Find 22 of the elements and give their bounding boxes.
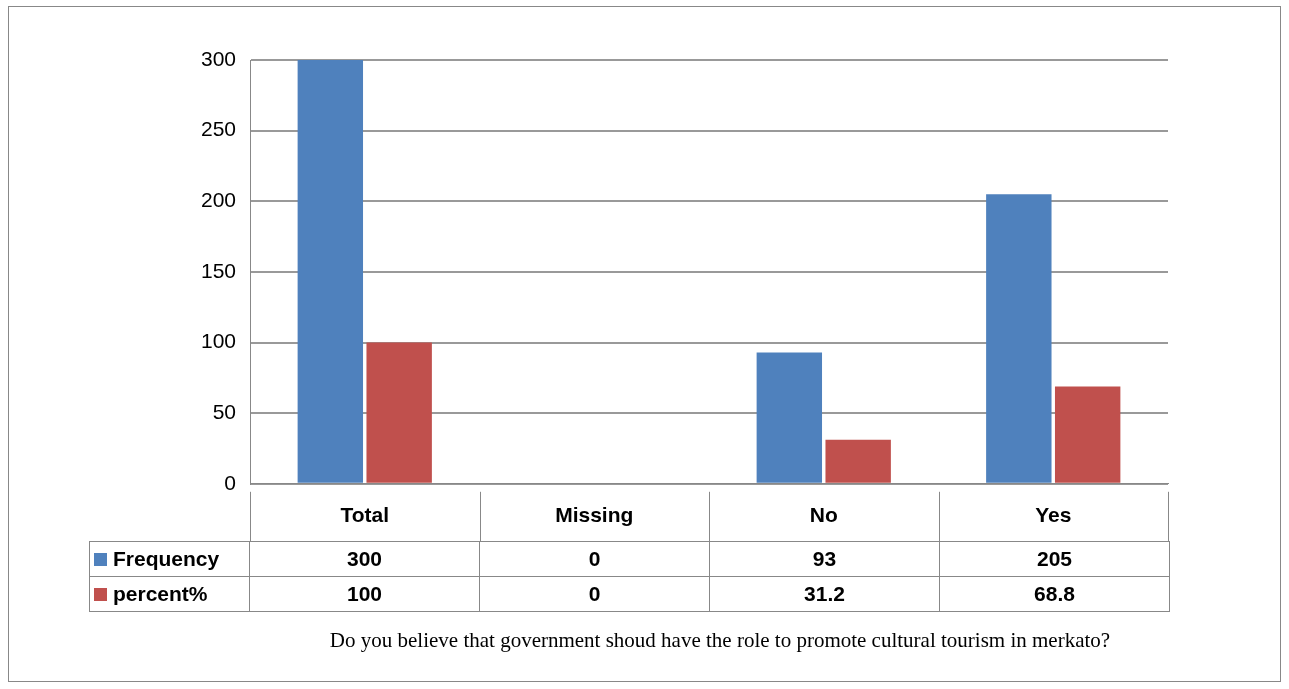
data-label: 0: [479, 576, 710, 612]
x-tick-label: No: [809, 503, 838, 527]
x-tick-label: Yes: [1035, 503, 1072, 527]
x-tick-label: Missing: [555, 503, 634, 527]
x-tick-label: Total: [340, 503, 390, 527]
text: Do you believe that government shoud have the role to promote cultural tourism in merkato?: [328, 628, 1112, 653]
data-label: 100: [249, 576, 480, 612]
y-tick-label: 300: [200, 46, 236, 70]
data-label: 300: [249, 541, 480, 577]
y-tick-label: 150: [200, 258, 236, 282]
data-label: 205: [939, 541, 1170, 577]
legend-label: percent%: [89, 576, 250, 612]
data-label: 0: [479, 541, 710, 577]
data-label: 31.2: [709, 576, 940, 612]
y-tick-label: 100: [200, 329, 236, 353]
y-tick-label: 50: [212, 399, 236, 423]
y-tick-label: 0: [224, 470, 236, 494]
y-tick-label: 250: [200, 117, 236, 141]
data-label: 93: [709, 541, 940, 577]
y-tick-label: 200: [200, 188, 236, 212]
legend-label: Frequency: [89, 541, 250, 577]
data-label: 68.8: [939, 576, 1170, 612]
